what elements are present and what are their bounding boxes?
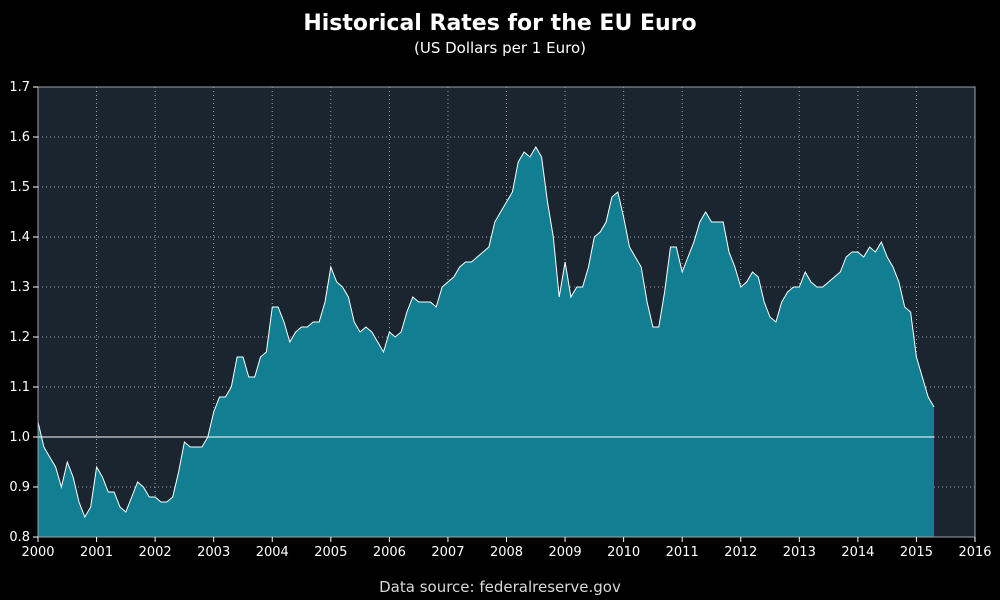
x-tick-label: 2015 bbox=[900, 545, 933, 560]
y-tick-label: 1.4 bbox=[9, 230, 30, 245]
x-tick-label: 2003 bbox=[197, 545, 230, 560]
x-tick-label: 2014 bbox=[841, 545, 874, 560]
y-tick-label: 1.0 bbox=[9, 430, 30, 445]
x-tick-label: 2007 bbox=[431, 545, 464, 560]
y-tick-label: 1.3 bbox=[9, 280, 30, 295]
rate-line bbox=[37, 146, 935, 519]
chart-title: Historical Rates for the EU Euro bbox=[303, 11, 696, 36]
x-tick-label: 2016 bbox=[958, 545, 991, 560]
x-tick-label: 2005 bbox=[314, 545, 347, 560]
x-tick-label: 2004 bbox=[256, 545, 289, 560]
y-tick-label: 0.8 bbox=[9, 530, 30, 545]
x-axis-ticks: 2000 2001 2002 2003 2004 2005 2006 2007 2008 2009… bbox=[21, 537, 992, 560]
rate-area bbox=[38, 147, 934, 537]
x-tick-label: 2008 bbox=[490, 545, 523, 560]
data-source: Data source: federalreserve.gov bbox=[379, 578, 621, 596]
x-tick-label: 2002 bbox=[139, 545, 172, 560]
y-tick-label: 1.1 bbox=[9, 380, 30, 395]
y-tick-label: 1.5 bbox=[9, 180, 30, 195]
x-tick-label: 2000 bbox=[21, 545, 54, 560]
y-tick-label: 1.7 bbox=[9, 80, 30, 95]
x-tick-label: 2012 bbox=[724, 545, 757, 560]
x-tick-label: 2001 bbox=[80, 545, 113, 560]
x-tick-label: 2010 bbox=[607, 545, 640, 560]
x-tick-label: 2011 bbox=[666, 545, 699, 560]
x-tick-label: 2006 bbox=[373, 545, 406, 560]
x-tick-label: 2009 bbox=[549, 545, 582, 560]
y-tick-label: 0.9 bbox=[9, 480, 30, 495]
y-tick-label: 1.6 bbox=[9, 130, 30, 145]
x-tick-label: 2013 bbox=[783, 545, 816, 560]
chart-subtitle: (US Dollars per 1 Euro) bbox=[414, 39, 586, 57]
y-tick-label: 1.2 bbox=[9, 330, 30, 345]
y-axis-ticks: 0.8 0.9 1.0 1.1 1.2 1.3 1.4 1.5 1.6 1.7 bbox=[9, 80, 38, 545]
